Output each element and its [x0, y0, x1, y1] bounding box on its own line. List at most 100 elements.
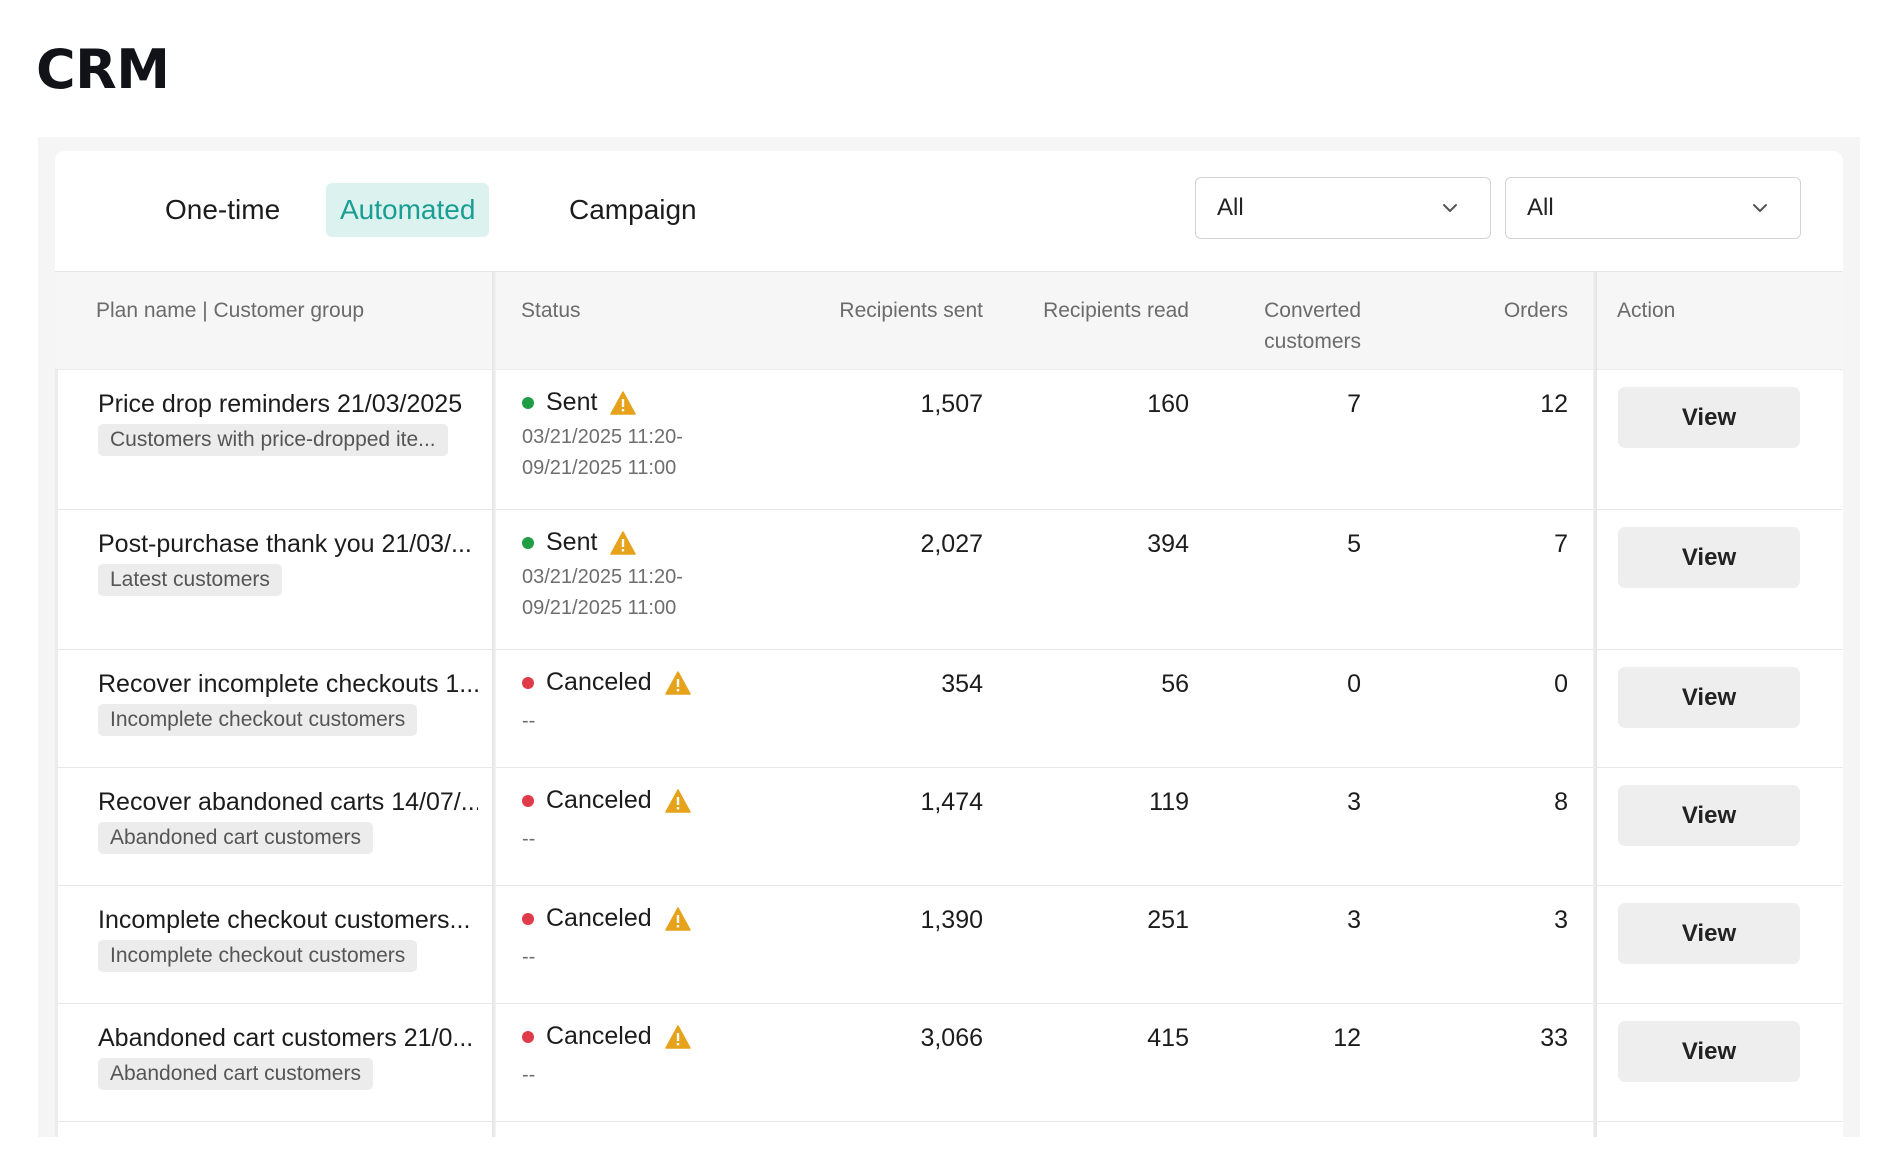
warning-triangle-icon[interactable] [664, 906, 692, 932]
recipients-sent-value: 1,474 [920, 788, 983, 816]
recipients-read-value: 119 [1149, 788, 1189, 816]
status-time-start: -- [522, 710, 536, 732]
status-time-start: -- [522, 1064, 536, 1086]
status-time-range: -- [522, 1060, 535, 1091]
converted-customers-value: 0 [1347, 670, 1361, 698]
warning-triangle-icon[interactable] [664, 670, 692, 696]
status-label: Canceled [546, 904, 652, 932]
view-button[interactable]: View [1618, 667, 1800, 728]
column-header-orders: Orders [1503, 299, 1568, 322]
plan-name: Abandoned cart customers 21/0... [98, 1024, 474, 1052]
plan-name: Incomplete checkout customers... [98, 906, 471, 934]
customer-group-badge: Latest customers [98, 564, 282, 596]
crm-panel: One-time Automated Campaign All All Plan… [55, 151, 1843, 1137]
orders-value: 33 [1540, 1024, 1568, 1052]
orders-value: 7 [1554, 530, 1568, 558]
sticky-column-divider-right [1593, 272, 1597, 1137]
view-button[interactable]: View [1618, 387, 1800, 448]
status-time-end: 09/21/2025 11:00 [522, 457, 677, 479]
crm-panel-backdrop: One-time Automated Campaign All All Plan… [38, 137, 1860, 1137]
chevron-down-icon [1753, 204, 1767, 212]
customer-group-badge: Incomplete checkout customers [98, 940, 418, 972]
plan-name: Recover abandoned carts 14/07/... [98, 788, 478, 816]
table-row: Incomplete checkout customers... Incompl… [55, 886, 1843, 1004]
converted-customers-value: 3 [1347, 906, 1361, 934]
converted-customers-value: 3 [1347, 788, 1361, 816]
orders-value: 3 [1554, 906, 1568, 934]
plan-name: Recover incomplete checkouts 1... [98, 670, 478, 698]
status-time-start: 03/21/2025 11:20- [522, 426, 683, 448]
status-time-range: 03/21/2025 11:20- 09/21/2025 11:00 [522, 422, 683, 484]
column-header-converted-line2: customers [1264, 330, 1361, 353]
status-dot-icon [522, 676, 534, 689]
filter-select-1[interactable]: All [1195, 177, 1491, 239]
status-time-end: 09/21/2025 11:00 [522, 597, 677, 619]
warning-triangle-icon[interactable] [664, 788, 692, 814]
column-header-recipients-sent: Recipients sent [839, 299, 983, 322]
status-label: Canceled [546, 668, 652, 696]
orders-value: 0 [1554, 670, 1568, 698]
status-dot-icon [522, 912, 534, 925]
tab-campaign[interactable]: Campaign [569, 194, 697, 225]
converted-customers-value: 12 [1333, 1024, 1361, 1052]
warning-triangle-icon[interactable] [664, 1024, 692, 1050]
recipients-read-value: 394 [1147, 530, 1189, 558]
table-header: Plan name | Customer group Status Recipi… [55, 272, 1843, 370]
column-header-converted-line1: Converted [1264, 299, 1361, 322]
recipients-sent-value: 1,507 [920, 390, 983, 418]
converted-customers-value: 5 [1347, 530, 1361, 558]
recipients-sent-value: 2,027 [920, 530, 983, 558]
view-button[interactable]: View [1618, 785, 1800, 846]
status: Sent [522, 388, 637, 417]
converted-customers-value: 7 [1347, 390, 1361, 418]
status-time-range: -- [522, 824, 535, 855]
customer-group-badge: Abandoned cart customers [98, 822, 373, 854]
filter-select-1-value: All [1217, 194, 1244, 221]
sticky-column-divider-left [492, 272, 496, 1137]
table-body: Price drop reminders 21/03/2025 Customer… [55, 370, 1843, 1122]
status-time-start: -- [522, 828, 536, 850]
warning-triangle-icon[interactable] [609, 390, 637, 416]
recipients-sent-value: 3,066 [920, 1024, 983, 1052]
plan-name: Price drop reminders 21/03/2025 [98, 390, 463, 418]
page-title: CRM [36, 38, 170, 101]
customer-group-badge: Customers with price-dropped ite... [98, 424, 448, 456]
status-time-range: -- [522, 942, 535, 973]
view-button[interactable]: View [1618, 527, 1800, 588]
column-header-plan: Plan name | Customer group [96, 299, 365, 322]
recipients-read-value: 251 [1147, 906, 1189, 934]
view-button[interactable]: View [1618, 1021, 1800, 1082]
filter-select-2[interactable]: All [1505, 177, 1801, 239]
toolbar: One-time Automated Campaign All All [55, 151, 1843, 272]
filter-select-2-value: All [1527, 194, 1554, 221]
table-row: Recover abandoned carts 14/07/... Abando… [55, 768, 1843, 886]
status-time-range: -- [522, 706, 535, 737]
status-time-start: -- [522, 946, 536, 968]
status: Canceled [522, 668, 692, 697]
status-label: Canceled [546, 1022, 652, 1050]
status: Canceled [522, 1022, 692, 1051]
plans-table: Plan name | Customer group Status Recipi… [55, 272, 1843, 1122]
chevron-down-icon [1443, 204, 1457, 212]
status-dot-icon [522, 1030, 534, 1043]
status-dot-icon [522, 396, 534, 409]
status: Canceled [522, 786, 692, 815]
tab-one-time[interactable]: One-time [165, 194, 281, 225]
tab-automated[interactable]: Automated [326, 183, 490, 237]
recipients-read-value: 56 [1161, 670, 1189, 698]
status-dot-icon [522, 536, 534, 549]
left-scroll-shadow [55, 370, 58, 1137]
view-button[interactable]: View [1618, 903, 1800, 964]
table-row: Post-purchase thank you 21/03/... Latest… [55, 510, 1843, 650]
column-header-action: Action [1617, 299, 1676, 322]
warning-triangle-icon[interactable] [609, 530, 637, 556]
recipients-sent-value: 1,390 [920, 906, 983, 934]
table-row: Recover incomplete checkouts 1... Incomp… [55, 650, 1843, 768]
status-label: Sent [546, 528, 598, 556]
column-header-converted-customers: Converted customers [1264, 295, 1361, 357]
status-time-range: 03/21/2025 11:20- 09/21/2025 11:00 [522, 562, 683, 624]
status-label: Sent [546, 388, 598, 416]
table-row: Abandoned cart customers 21/0... Abandon… [55, 1004, 1843, 1122]
customer-group-badge: Abandoned cart customers [98, 1058, 373, 1090]
column-header-recipients-read: Recipients read [1043, 299, 1189, 322]
